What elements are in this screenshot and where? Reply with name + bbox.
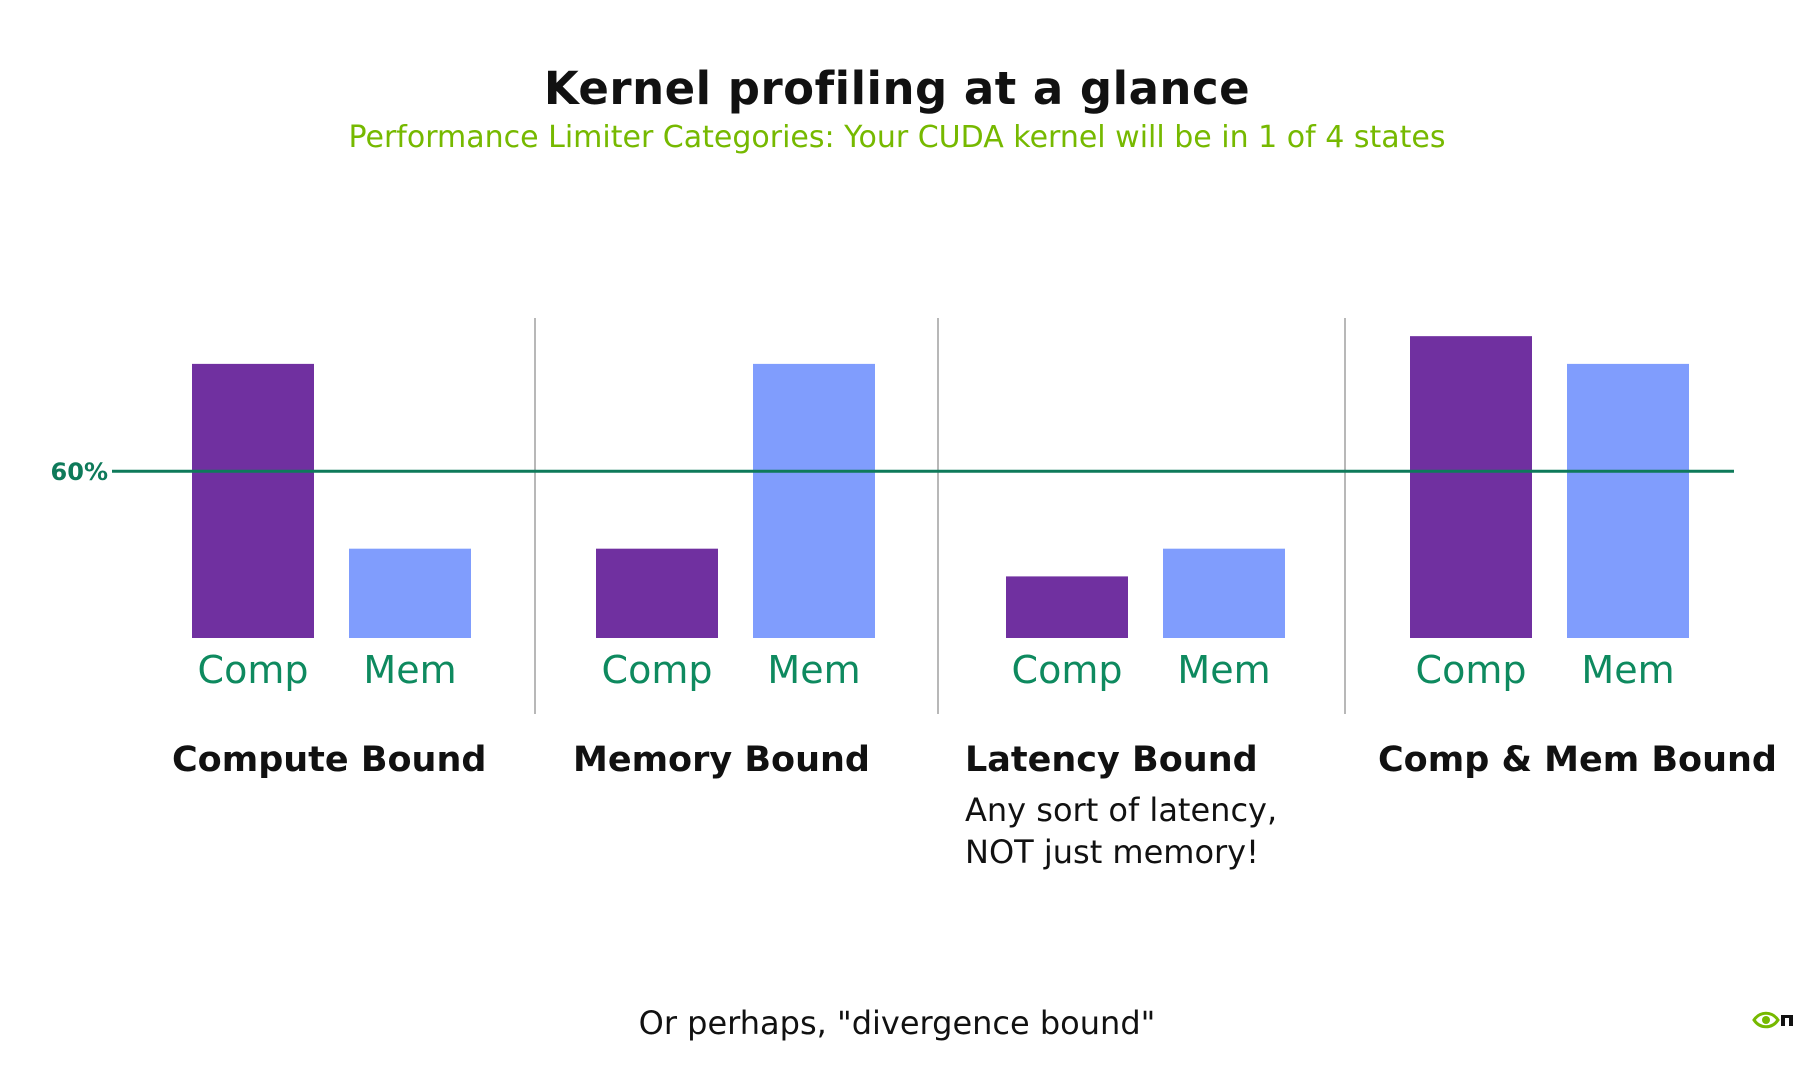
comp-bar xyxy=(1410,336,1532,638)
mem-bar-label: Mem xyxy=(767,648,860,692)
mem-bar xyxy=(1567,363,1689,638)
mem-bar xyxy=(349,548,471,638)
latency-note-line-2: NOT just memory! xyxy=(965,833,1259,871)
mem-bar-label: Mem xyxy=(1581,648,1674,692)
comp-bar-label: Comp xyxy=(1012,648,1123,692)
mem-bar xyxy=(1163,548,1285,638)
mem-bar-label: Mem xyxy=(363,648,456,692)
comp-bar-label: Comp xyxy=(198,648,309,692)
comp-bar xyxy=(192,363,314,638)
mem-bar xyxy=(753,363,875,638)
page-title: Kernel profiling at a glance xyxy=(543,62,1251,115)
comp-bar xyxy=(596,548,718,638)
category-title-memory-bound: Memory Bound xyxy=(573,740,870,780)
category-title-latency-bound: Latency Bound xyxy=(965,740,1258,780)
comp-bar-label: Comp xyxy=(1416,648,1527,692)
mem-bar-label: Mem xyxy=(1177,648,1270,692)
comp-bar xyxy=(1006,576,1128,638)
page-subtitle: Performance Limiter Categories: Your CUD… xyxy=(348,120,1446,155)
comp-bar-label: Comp xyxy=(602,648,713,692)
threshold-label: 60% xyxy=(51,458,108,486)
category-title-comp-mem-bound: Comp & Mem Bound xyxy=(1378,740,1777,780)
category-title-compute-bound: Compute Bound xyxy=(172,740,487,780)
nvidia-logo-icon xyxy=(1752,1009,1794,1031)
latency-note-line-1: Any sort of latency, xyxy=(965,791,1278,829)
footer-note: Or perhaps, "divergence bound" xyxy=(638,1004,1156,1042)
